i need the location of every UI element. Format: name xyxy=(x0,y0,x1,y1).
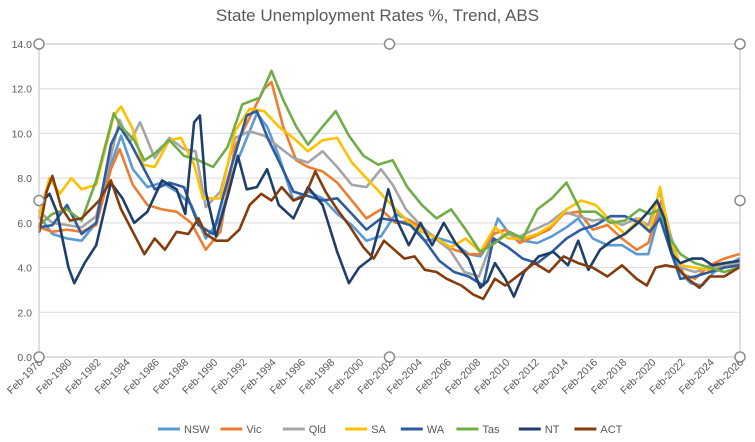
resize-handle[interactable] xyxy=(33,194,45,207)
legend-label-tas: Tas xyxy=(482,424,500,436)
chart-area-frame[interactable] xyxy=(33,38,746,363)
legend-label-qld: Qld xyxy=(309,424,326,436)
y-tick-label: 4.0 xyxy=(17,263,32,275)
resize-handle[interactable] xyxy=(734,194,746,207)
y-tick-label: 10.0 xyxy=(12,128,33,140)
y-tick-label: 12.0 xyxy=(12,84,33,96)
resize-handle[interactable] xyxy=(734,351,746,363)
resize-handle[interactable] xyxy=(734,38,746,50)
y-tick-label: 2.0 xyxy=(17,307,32,319)
series-line-nt xyxy=(38,114,741,298)
legend-label-sa: SA xyxy=(371,424,386,436)
legend-label-act: ACT xyxy=(600,424,622,436)
y-tick-label: 6.0 xyxy=(17,218,32,230)
resize-handle[interactable] xyxy=(33,38,45,50)
series-line-vic xyxy=(38,80,741,281)
series-line-qld xyxy=(38,118,741,278)
legend-label-nt: NT xyxy=(545,424,560,436)
resize-handle[interactable] xyxy=(33,351,45,363)
resize-handle[interactable] xyxy=(383,38,396,50)
legend: NSW Vic Qld SA WA Tas NT ACT xyxy=(158,424,623,436)
y-tick-label: 8.0 xyxy=(17,173,32,185)
series-layer xyxy=(38,69,741,301)
series-line-wa xyxy=(38,109,741,287)
y-axis-tick-labels: 0.0 2.0 4.0 6.0 8.0 10.0 12.0 14.0 xyxy=(12,39,33,364)
legend-label-vic: Vic xyxy=(246,424,262,436)
x-axis-tick-labels: Feb-1978Feb-1980Feb-1982Feb-1984Feb-1986… xyxy=(5,357,746,397)
series-line-act xyxy=(38,170,741,301)
legend-label-nsw: NSW xyxy=(184,424,210,436)
series-line-tas xyxy=(38,69,741,274)
resize-handle[interactable] xyxy=(383,351,396,363)
y-tick-label: 0.0 xyxy=(17,352,32,364)
y-tick-label: 14.0 xyxy=(12,39,33,51)
legend-label-wa: WA xyxy=(427,424,445,436)
chart-title: State Unemployment Rates %, Trend, ABS xyxy=(215,6,540,25)
